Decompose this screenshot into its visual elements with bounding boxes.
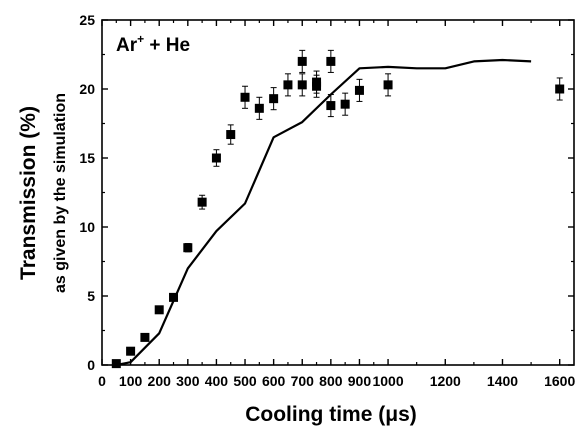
data-point — [226, 130, 236, 140]
y-tick-label: 25 — [79, 12, 95, 28]
x-tick-label: 300 — [176, 373, 200, 389]
x-tick-label: 1400 — [487, 373, 518, 389]
data-point — [555, 84, 565, 94]
y-axis-title: Transmission (%) — [17, 106, 40, 280]
x-tick-label: 0 — [98, 373, 106, 389]
y-tick-label: 10 — [79, 219, 95, 235]
data-point — [240, 92, 250, 102]
y-tick-label: 0 — [87, 357, 95, 373]
x-tick-label: 100 — [119, 373, 143, 389]
x-tick-label: 500 — [233, 373, 257, 389]
ion-annotation: Ar+ + He — [116, 32, 190, 56]
plot-frame — [101, 19, 575, 366]
data-point — [297, 56, 307, 66]
data-point — [183, 243, 193, 253]
axes: 0 100 200 300 400 500 600 700 800 900 1000 1200 1400… — [79, 12, 575, 389]
data-point — [111, 359, 121, 369]
data-point — [283, 80, 293, 90]
simulation-line — [116, 58, 532, 367]
data-point — [383, 80, 393, 90]
data-point — [269, 94, 279, 104]
data-point — [326, 56, 336, 66]
data-point — [326, 101, 336, 111]
data-point — [211, 153, 221, 163]
x-tick-label: 1000 — [372, 373, 403, 389]
data-point — [312, 81, 322, 91]
x-tick-label: 200 — [148, 373, 172, 389]
x-tick-label: 600 — [262, 373, 286, 389]
data-point — [254, 103, 264, 113]
data-point — [169, 292, 179, 302]
y-axis-subtitle: as given by the simulation — [52, 93, 69, 293]
x-tick-label: 400 — [205, 373, 229, 389]
data-points-layer — [111, 49, 565, 369]
y-tick-label: 20 — [79, 81, 95, 97]
x-tick-label: 800 — [319, 373, 343, 389]
x-axis-title: Cooling time (μs) — [245, 403, 417, 426]
text-layer: Ar+ + He Cooling time (μs) Transmission … — [17, 32, 417, 426]
x-tick-label: 700 — [291, 373, 315, 389]
y-tick-label: 15 — [79, 150, 95, 166]
x-tick-label: 900 — [348, 373, 372, 389]
data-point — [126, 346, 136, 356]
data-point — [297, 80, 307, 90]
x-tick-label: 1600 — [544, 373, 575, 389]
data-point — [197, 197, 207, 207]
simulation-line-layer — [116, 58, 532, 367]
data-point — [154, 305, 164, 315]
data-point — [340, 99, 350, 109]
data-point — [140, 332, 150, 342]
data-point — [354, 85, 364, 95]
x-tick-label: 1200 — [430, 373, 461, 389]
y-tick-label: 5 — [87, 288, 95, 304]
